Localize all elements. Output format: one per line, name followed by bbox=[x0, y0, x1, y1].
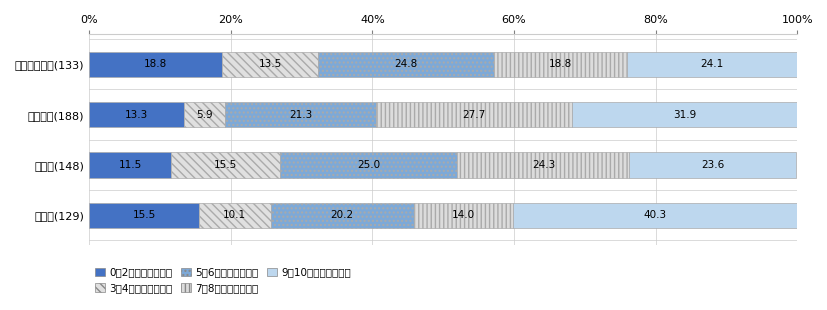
Bar bbox=[493, 52, 626, 77]
Text: 40.3: 40.3 bbox=[643, 210, 666, 220]
Text: 23.6: 23.6 bbox=[700, 160, 724, 170]
Text: 14.0: 14.0 bbox=[451, 210, 474, 220]
Bar bbox=[89, 102, 184, 127]
Text: 15.5: 15.5 bbox=[213, 160, 237, 170]
Text: 13.3: 13.3 bbox=[125, 109, 148, 120]
Bar bbox=[318, 52, 493, 77]
Text: 11.5: 11.5 bbox=[118, 160, 141, 170]
Text: 18.8: 18.8 bbox=[144, 59, 167, 69]
Bar bbox=[280, 152, 457, 178]
Bar bbox=[571, 102, 797, 127]
Text: 18.8: 18.8 bbox=[547, 59, 571, 69]
Text: 10.1: 10.1 bbox=[223, 210, 246, 220]
Legend: 0～2割程度回復した, 3～4割程度回復した, 5～6割程度回復した, 7～8割程度回復した, 9～10割程度回復した: 0～2割程度回復した, 3～4割程度回復した, 5～6割程度回復した, 7～8割… bbox=[94, 268, 351, 293]
Text: 27.7: 27.7 bbox=[462, 109, 485, 120]
Bar bbox=[629, 152, 796, 178]
Text: 25.0: 25.0 bbox=[357, 160, 380, 170]
Text: 21.3: 21.3 bbox=[289, 109, 312, 120]
Bar bbox=[225, 102, 375, 127]
Bar bbox=[89, 152, 170, 178]
Text: 31.9: 31.9 bbox=[672, 109, 696, 120]
Bar bbox=[375, 102, 571, 127]
Bar bbox=[170, 152, 280, 178]
Text: 15.5: 15.5 bbox=[132, 210, 155, 220]
Bar bbox=[89, 52, 222, 77]
Bar bbox=[270, 203, 413, 228]
Bar bbox=[626, 52, 796, 77]
Bar bbox=[198, 203, 270, 228]
Text: 20.2: 20.2 bbox=[330, 210, 353, 220]
Bar bbox=[89, 203, 198, 228]
Bar bbox=[457, 152, 629, 178]
Bar bbox=[184, 102, 225, 127]
Bar bbox=[413, 203, 512, 228]
Bar bbox=[512, 203, 797, 228]
Text: 13.5: 13.5 bbox=[258, 59, 281, 69]
Text: 5.9: 5.9 bbox=[196, 109, 213, 120]
Bar bbox=[222, 52, 318, 77]
Text: 24.3: 24.3 bbox=[531, 160, 554, 170]
Text: 24.8: 24.8 bbox=[394, 59, 417, 69]
Text: 24.1: 24.1 bbox=[700, 59, 723, 69]
